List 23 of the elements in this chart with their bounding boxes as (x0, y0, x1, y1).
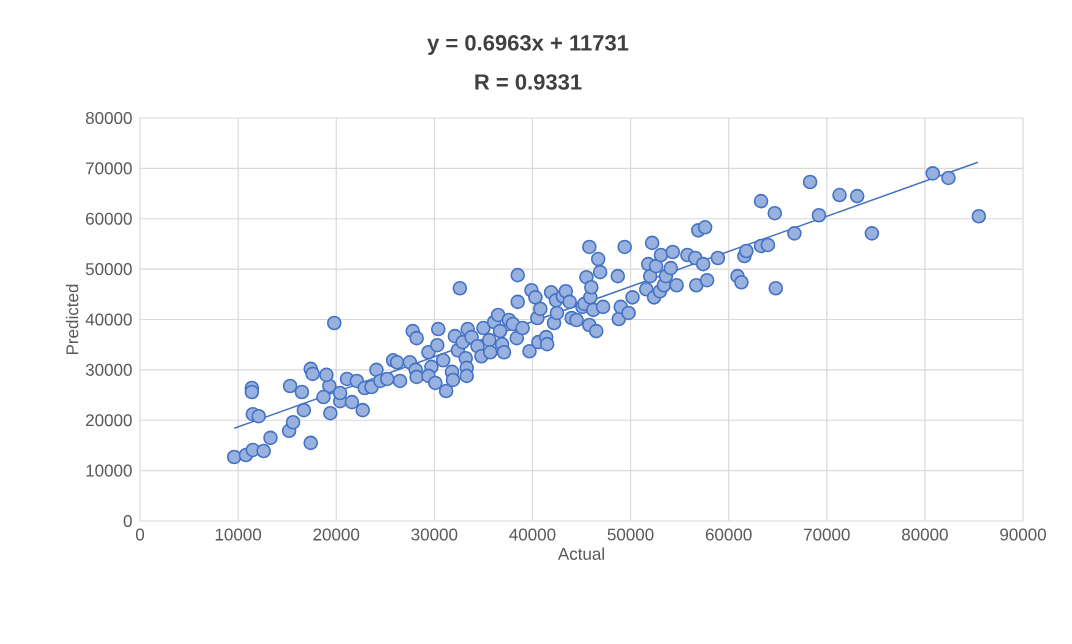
x-tick-label: 30000 (411, 528, 458, 541)
y-tick-label: 50000 (85, 263, 132, 276)
chart-title: y = 0.6963x + 11731 (427, 35, 629, 55)
y-tick-label: 10000 (86, 464, 132, 477)
y-tick-label: 0 (123, 514, 132, 528)
x-tick-label: 40000 (509, 528, 556, 541)
y-tick-label: 30000 (85, 363, 132, 376)
x-tick-label: 80000 (901, 528, 948, 541)
x-axis-title: Actual (557, 547, 604, 560)
y-tick-label: 20000 (86, 414, 132, 427)
x-tick-label: 0 (135, 528, 145, 541)
y-tick-label: 70000 (86, 162, 132, 175)
x-tick-label: 70000 (804, 528, 850, 541)
x-tick-label: 20000 (313, 528, 360, 541)
y-tick-label: 40000 (85, 313, 132, 326)
x-tick-label: 10000 (215, 528, 262, 541)
x-tick-label: 90000 (1000, 528, 1046, 541)
y-axis-title: Predicted (65, 284, 79, 354)
x-tick-label: 60000 (705, 528, 752, 541)
y-tick-label: 80000 (85, 111, 132, 125)
y-tick-label: 60000 (86, 212, 132, 225)
x-tick-label: 50000 (607, 528, 654, 541)
chart-subtitle: R = 0.9331 (475, 74, 582, 90)
